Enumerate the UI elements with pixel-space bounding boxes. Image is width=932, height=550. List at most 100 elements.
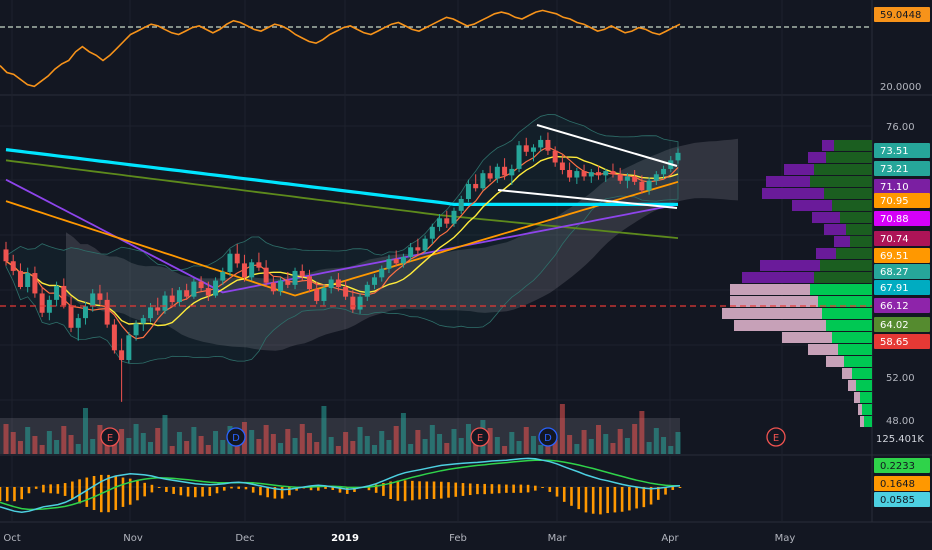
event-marker-2[interactable] bbox=[470, 427, 490, 447]
candle-body-84 bbox=[610, 171, 616, 175]
macd-hist-65 bbox=[468, 483, 472, 496]
candle-body-42 bbox=[306, 276, 312, 290]
candle-body-24 bbox=[176, 290, 182, 303]
macd-hist-56 bbox=[403, 480, 407, 502]
macd-hist-12 bbox=[85, 477, 89, 507]
event-marker-3[interactable] bbox=[538, 427, 558, 447]
candle-body-86 bbox=[624, 176, 630, 181]
volume-bar-84 bbox=[610, 443, 616, 454]
candle-body-85 bbox=[617, 174, 623, 181]
macd-hist-55 bbox=[396, 480, 400, 501]
candle-body-3 bbox=[25, 273, 31, 287]
candle-body-45 bbox=[328, 279, 334, 289]
volume-bar-56 bbox=[408, 444, 414, 454]
ichimoku-fill bbox=[66, 138, 738, 351]
candle-body-17 bbox=[126, 335, 132, 360]
candle-body-32 bbox=[234, 253, 240, 264]
macd-hist-18 bbox=[128, 478, 132, 505]
volume-bar-77 bbox=[559, 404, 565, 454]
macd-hist-88 bbox=[635, 487, 638, 509]
candle-body-76 bbox=[552, 150, 558, 163]
candle-body-29 bbox=[213, 280, 219, 296]
candle-body-89 bbox=[646, 180, 652, 191]
volume-bar-78 bbox=[567, 435, 573, 454]
macd-hist-6 bbox=[42, 484, 45, 493]
vp-pink-9 bbox=[816, 248, 836, 259]
macd-hist-66 bbox=[476, 483, 479, 495]
candle-body-31 bbox=[227, 253, 233, 272]
vp-pink-22 bbox=[858, 404, 862, 415]
volume-bar-29 bbox=[213, 431, 219, 454]
volume-bar-49 bbox=[357, 427, 363, 454]
macd-hist-27 bbox=[194, 487, 197, 498]
volume-bar-72 bbox=[523, 427, 529, 454]
rsi-level-label: 20.0000 bbox=[880, 82, 921, 93]
vp-green-11 bbox=[814, 272, 872, 283]
macd-hist-63 bbox=[454, 482, 458, 497]
macd-hist-25 bbox=[179, 487, 183, 496]
volume-bar-27 bbox=[198, 436, 204, 454]
candle-body-70 bbox=[509, 168, 515, 176]
upper-trendline[interactable] bbox=[536, 124, 678, 167]
volume-bar-24 bbox=[176, 432, 182, 454]
macd-hist-74 bbox=[534, 485, 537, 491]
volume-profile bbox=[722, 140, 872, 427]
candle-body-25 bbox=[184, 290, 190, 297]
candle-body-26 bbox=[191, 281, 197, 297]
volume-bar-59 bbox=[429, 425, 435, 454]
candle-body-18 bbox=[133, 323, 139, 336]
macd-hist-0 bbox=[0, 487, 2, 502]
candle-body-34 bbox=[249, 262, 255, 278]
candle-body-74 bbox=[538, 139, 544, 148]
candle-body-77 bbox=[559, 162, 565, 171]
volume-bar-83 bbox=[603, 434, 609, 454]
candle-body-82 bbox=[596, 172, 602, 176]
vp-pink-4 bbox=[762, 188, 824, 199]
macd-hist-31 bbox=[222, 487, 226, 491]
volume-bar-52 bbox=[379, 431, 385, 454]
macd-hist-39 bbox=[280, 487, 284, 499]
event-marker-0[interactable] bbox=[100, 427, 120, 447]
volume-bar-37 bbox=[270, 434, 276, 454]
rsi-current-badge-bg bbox=[874, 7, 930, 22]
macd-badge-0-bg bbox=[874, 458, 930, 473]
macd-pane bbox=[0, 457, 682, 515]
vp-green-1 bbox=[826, 152, 872, 163]
macd-hist-26 bbox=[186, 487, 190, 497]
vp-pink-0 bbox=[822, 140, 834, 151]
macd-hist-22 bbox=[157, 487, 161, 488]
volume-bar-21 bbox=[155, 428, 161, 454]
candle-body-87 bbox=[632, 176, 638, 182]
candle-body-8 bbox=[61, 285, 67, 306]
volume-bar-60 bbox=[437, 434, 443, 454]
price-badge-6: 69.51 bbox=[880, 251, 909, 262]
volume-bar-13 bbox=[97, 425, 103, 454]
candle-body-61 bbox=[444, 218, 450, 224]
candle-body-91 bbox=[661, 168, 667, 175]
macd-hist-5 bbox=[34, 486, 38, 489]
volume-bar-20 bbox=[148, 442, 154, 454]
macd-hist-11 bbox=[78, 479, 81, 504]
macd-hist-71 bbox=[512, 484, 515, 493]
volume-bar-53 bbox=[386, 440, 392, 454]
candle-body-7 bbox=[54, 285, 60, 300]
macd-hist-4 bbox=[27, 487, 31, 494]
vp-pink-5 bbox=[792, 200, 832, 211]
event-marker-4[interactable] bbox=[766, 427, 786, 447]
candle-body-56 bbox=[408, 247, 414, 257]
event-marker-label-2: E bbox=[477, 433, 483, 444]
macd-hist-21 bbox=[150, 484, 154, 493]
macd-hist-89 bbox=[642, 487, 646, 508]
event-marker-1[interactable] bbox=[226, 427, 246, 447]
vp-green-22 bbox=[862, 404, 872, 415]
macd-hist-75 bbox=[541, 487, 544, 488]
price-axis-label-2: 48.00 bbox=[886, 416, 915, 427]
lower-trendline[interactable] bbox=[497, 189, 678, 209]
price-badge-3-bg bbox=[874, 193, 930, 208]
candle-body-93 bbox=[675, 152, 681, 161]
volume-bar-70 bbox=[509, 432, 515, 454]
candle-body-51 bbox=[372, 277, 378, 285]
macd-hist-29 bbox=[208, 487, 212, 496]
